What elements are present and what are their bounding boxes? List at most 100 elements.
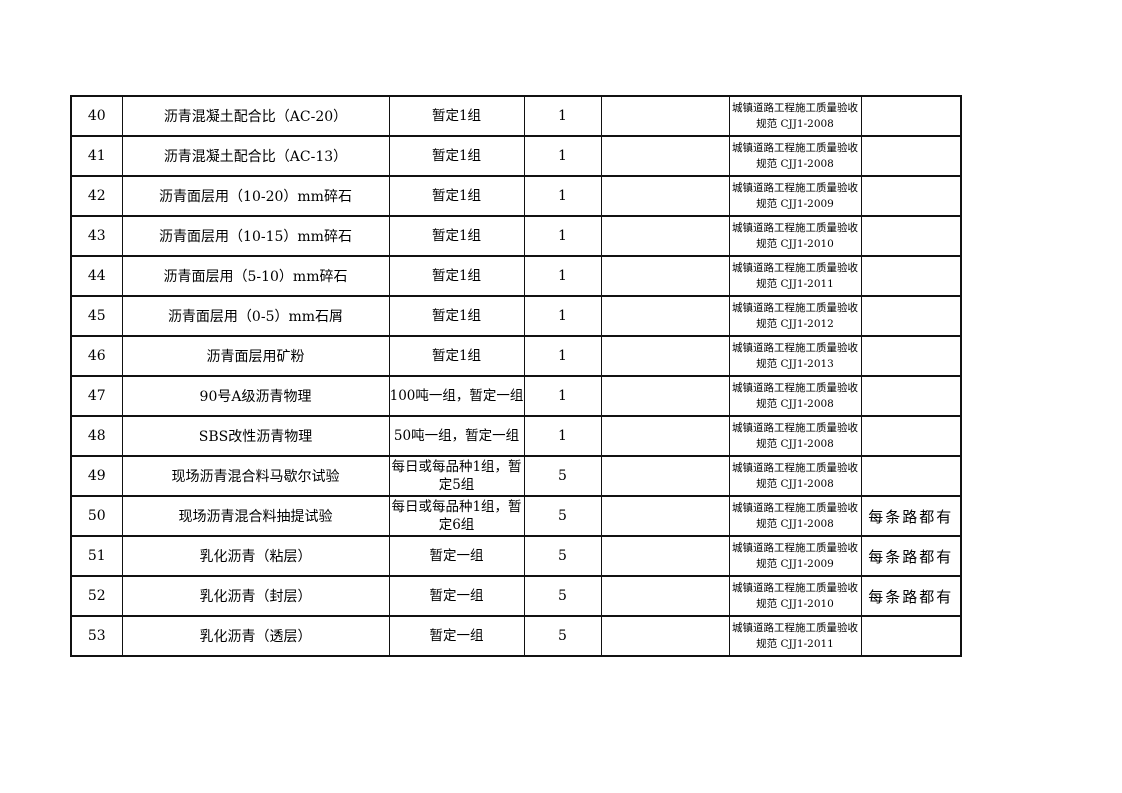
table-row: 40 沥青混凝土配合比（AC-20） 暂定1组 1 城镇道路工程施工质量验收规范 CJJ… — [70, 95, 962, 137]
cell-quantity: 5 — [523, 535, 602, 577]
cell-empty — [600, 575, 730, 617]
cell-test-item: 现场沥青混合料马歇尔试验 — [121, 455, 390, 497]
cell-test-item: SBS改性沥青物理 — [121, 415, 390, 457]
cell-quantity: 1 — [523, 255, 602, 297]
cell-standard: 城镇道路工程施工质量验收规范 CJJ1-2013 — [728, 335, 862, 377]
table-row: 43 沥青面层用（10-15）mm碎石 暂定1组 1 城镇道路工程施工质量验收规范 CJ… — [70, 215, 962, 257]
cell-note — [860, 375, 962, 417]
cell-empty — [600, 615, 730, 657]
cell-note — [860, 615, 962, 657]
table-row: 49 现场沥青混合料马歇尔试验 每日或每品种1组，暂定5组 5 城镇道路工程施工质量验收… — [70, 455, 962, 497]
table-row: 47 90号A级沥青物理 100吨一组，暂定一组 1 城镇道路工程施工质量验收规范 CJ… — [70, 375, 962, 417]
table-row: 41 沥青混凝土配合比（AC-13） 暂定1组 1 城镇道路工程施工质量验收规范 CJJ… — [70, 135, 962, 177]
cell-row-number: 48 — [70, 415, 123, 457]
table-row: 51 乳化沥青（粘层） 暂定一组 5 城镇道路工程施工质量验收规范 CJJ1-2009 每… — [70, 535, 962, 577]
cell-row-number: 51 — [70, 535, 123, 577]
cell-empty — [600, 335, 730, 377]
cell-empty — [600, 95, 730, 137]
cell-note — [860, 335, 962, 377]
cell-quantity: 1 — [523, 335, 602, 377]
table-row: 42 沥青面层用（10-20）mm碎石 暂定1组 1 城镇道路工程施工质量验收规范 CJ… — [70, 175, 962, 217]
cell-test-item: 沥青面层用（0-5）mm石屑 — [121, 295, 390, 337]
cell-note — [860, 415, 962, 457]
cell-note: 每条路都有 — [860, 495, 962, 537]
cell-quantity: 1 — [523, 135, 602, 177]
cell-note — [860, 255, 962, 297]
cell-empty — [600, 455, 730, 497]
cell-standard: 城镇道路工程施工质量验收规范 CJJ1-2008 — [728, 95, 862, 137]
cell-empty — [600, 215, 730, 257]
cell-standard: 城镇道路工程施工质量验收规范 CJJ1-2008 — [728, 375, 862, 417]
cell-standard: 城镇道路工程施工质量验收规范 CJJ1-2009 — [728, 175, 862, 217]
cell-frequency: 暂定1组 — [388, 255, 525, 297]
cell-empty — [600, 535, 730, 577]
cell-empty — [600, 175, 730, 217]
cell-note: 每条路都有 — [860, 575, 962, 617]
table-row: 46 沥青面层用矿粉 暂定1组 1 城镇道路工程施工质量验收规范 CJJ1-2013 — [70, 335, 962, 377]
cell-test-item: 现场沥青混合料抽提试验 — [121, 495, 390, 537]
cell-frequency: 暂定一组 — [388, 615, 525, 657]
cell-row-number: 42 — [70, 175, 123, 217]
cell-frequency: 暂定1组 — [388, 215, 525, 257]
cell-empty — [600, 415, 730, 457]
cell-standard: 城镇道路工程施工质量验收规范 CJJ1-2008 — [728, 135, 862, 177]
cell-quantity: 1 — [523, 375, 602, 417]
cell-standard: 城镇道路工程施工质量验收规范 CJJ1-2011 — [728, 255, 862, 297]
table-row: 48 SBS改性沥青物理 50吨一组，暂定一组 1 城镇道路工程施工质量验收规范 CJJ… — [70, 415, 962, 457]
cell-row-number: 47 — [70, 375, 123, 417]
cell-standard: 城镇道路工程施工质量验收规范 CJJ1-2012 — [728, 295, 862, 337]
cell-quantity: 1 — [523, 215, 602, 257]
cell-row-number: 50 — [70, 495, 123, 537]
cell-test-item: 乳化沥青（封层） — [121, 575, 390, 617]
cell-empty — [600, 135, 730, 177]
cell-note — [860, 135, 962, 177]
cell-note: 每条路都有 — [860, 535, 962, 577]
cell-empty — [600, 375, 730, 417]
cell-frequency: 每日或每品种1组，暂定5组 — [388, 455, 525, 497]
cell-standard: 城镇道路工程施工质量验收规范 CJJ1-2010 — [728, 575, 862, 617]
cell-quantity: 5 — [523, 455, 602, 497]
cell-test-item: 沥青面层用（5-10）mm碎石 — [121, 255, 390, 297]
cell-frequency: 100吨一组，暂定一组 — [388, 375, 525, 417]
cell-standard: 城镇道路工程施工质量验收规范 CJJ1-2008 — [728, 495, 862, 537]
cell-frequency: 暂定1组 — [388, 175, 525, 217]
cell-test-item: 沥青面层用（10-15）mm碎石 — [121, 215, 390, 257]
cell-standard: 城镇道路工程施工质量验收规范 CJJ1-2008 — [728, 455, 862, 497]
cell-test-item: 乳化沥青（透层） — [121, 615, 390, 657]
cell-quantity: 5 — [523, 495, 602, 537]
cell-test-item: 沥青面层用（10-20）mm碎石 — [121, 175, 390, 217]
cell-frequency: 暂定1组 — [388, 135, 525, 177]
inspection-items-table: 40 沥青混凝土配合比（AC-20） 暂定1组 1 城镇道路工程施工质量验收规范 CJJ… — [70, 95, 962, 657]
table-row: 53 乳化沥青（透层） 暂定一组 5 城镇道路工程施工质量验收规范 CJJ1-2011 — [70, 615, 962, 657]
cell-row-number: 44 — [70, 255, 123, 297]
cell-frequency: 50吨一组，暂定一组 — [388, 415, 525, 457]
cell-row-number: 52 — [70, 575, 123, 617]
cell-note — [860, 215, 962, 257]
cell-row-number: 41 — [70, 135, 123, 177]
cell-test-item: 沥青混凝土配合比（AC-20） — [121, 95, 390, 137]
cell-row-number: 43 — [70, 215, 123, 257]
cell-frequency: 暂定1组 — [388, 95, 525, 137]
cell-row-number: 49 — [70, 455, 123, 497]
cell-empty — [600, 495, 730, 537]
table-row: 45 沥青面层用（0-5）mm石屑 暂定1组 1 城镇道路工程施工质量验收规范 CJJ1… — [70, 295, 962, 337]
cell-standard: 城镇道路工程施工质量验收规范 CJJ1-2010 — [728, 215, 862, 257]
cell-quantity: 1 — [523, 95, 602, 137]
table-row: 52 乳化沥青（封层） 暂定一组 5 城镇道路工程施工质量验收规范 CJJ1-2010 每… — [70, 575, 962, 617]
table-row: 50 现场沥青混合料抽提试验 每日或每品种1组，暂定6组 5 城镇道路工程施工质量验收规… — [70, 495, 962, 537]
cell-empty — [600, 295, 730, 337]
cell-quantity: 1 — [523, 295, 602, 337]
cell-empty — [600, 255, 730, 297]
cell-row-number: 40 — [70, 95, 123, 137]
cell-quantity: 5 — [523, 615, 602, 657]
cell-note — [860, 455, 962, 497]
cell-test-item: 沥青混凝土配合比（AC-13） — [121, 135, 390, 177]
inspection-table-body: 40 沥青混凝土配合比（AC-20） 暂定1组 1 城镇道路工程施工质量验收规范 CJJ… — [70, 95, 962, 657]
cell-row-number: 45 — [70, 295, 123, 337]
cell-note — [860, 95, 962, 137]
cell-standard: 城镇道路工程施工质量验收规范 CJJ1-2009 — [728, 535, 862, 577]
cell-standard: 城镇道路工程施工质量验收规范 CJJ1-2008 — [728, 415, 862, 457]
cell-frequency: 暂定一组 — [388, 535, 525, 577]
cell-note — [860, 175, 962, 217]
